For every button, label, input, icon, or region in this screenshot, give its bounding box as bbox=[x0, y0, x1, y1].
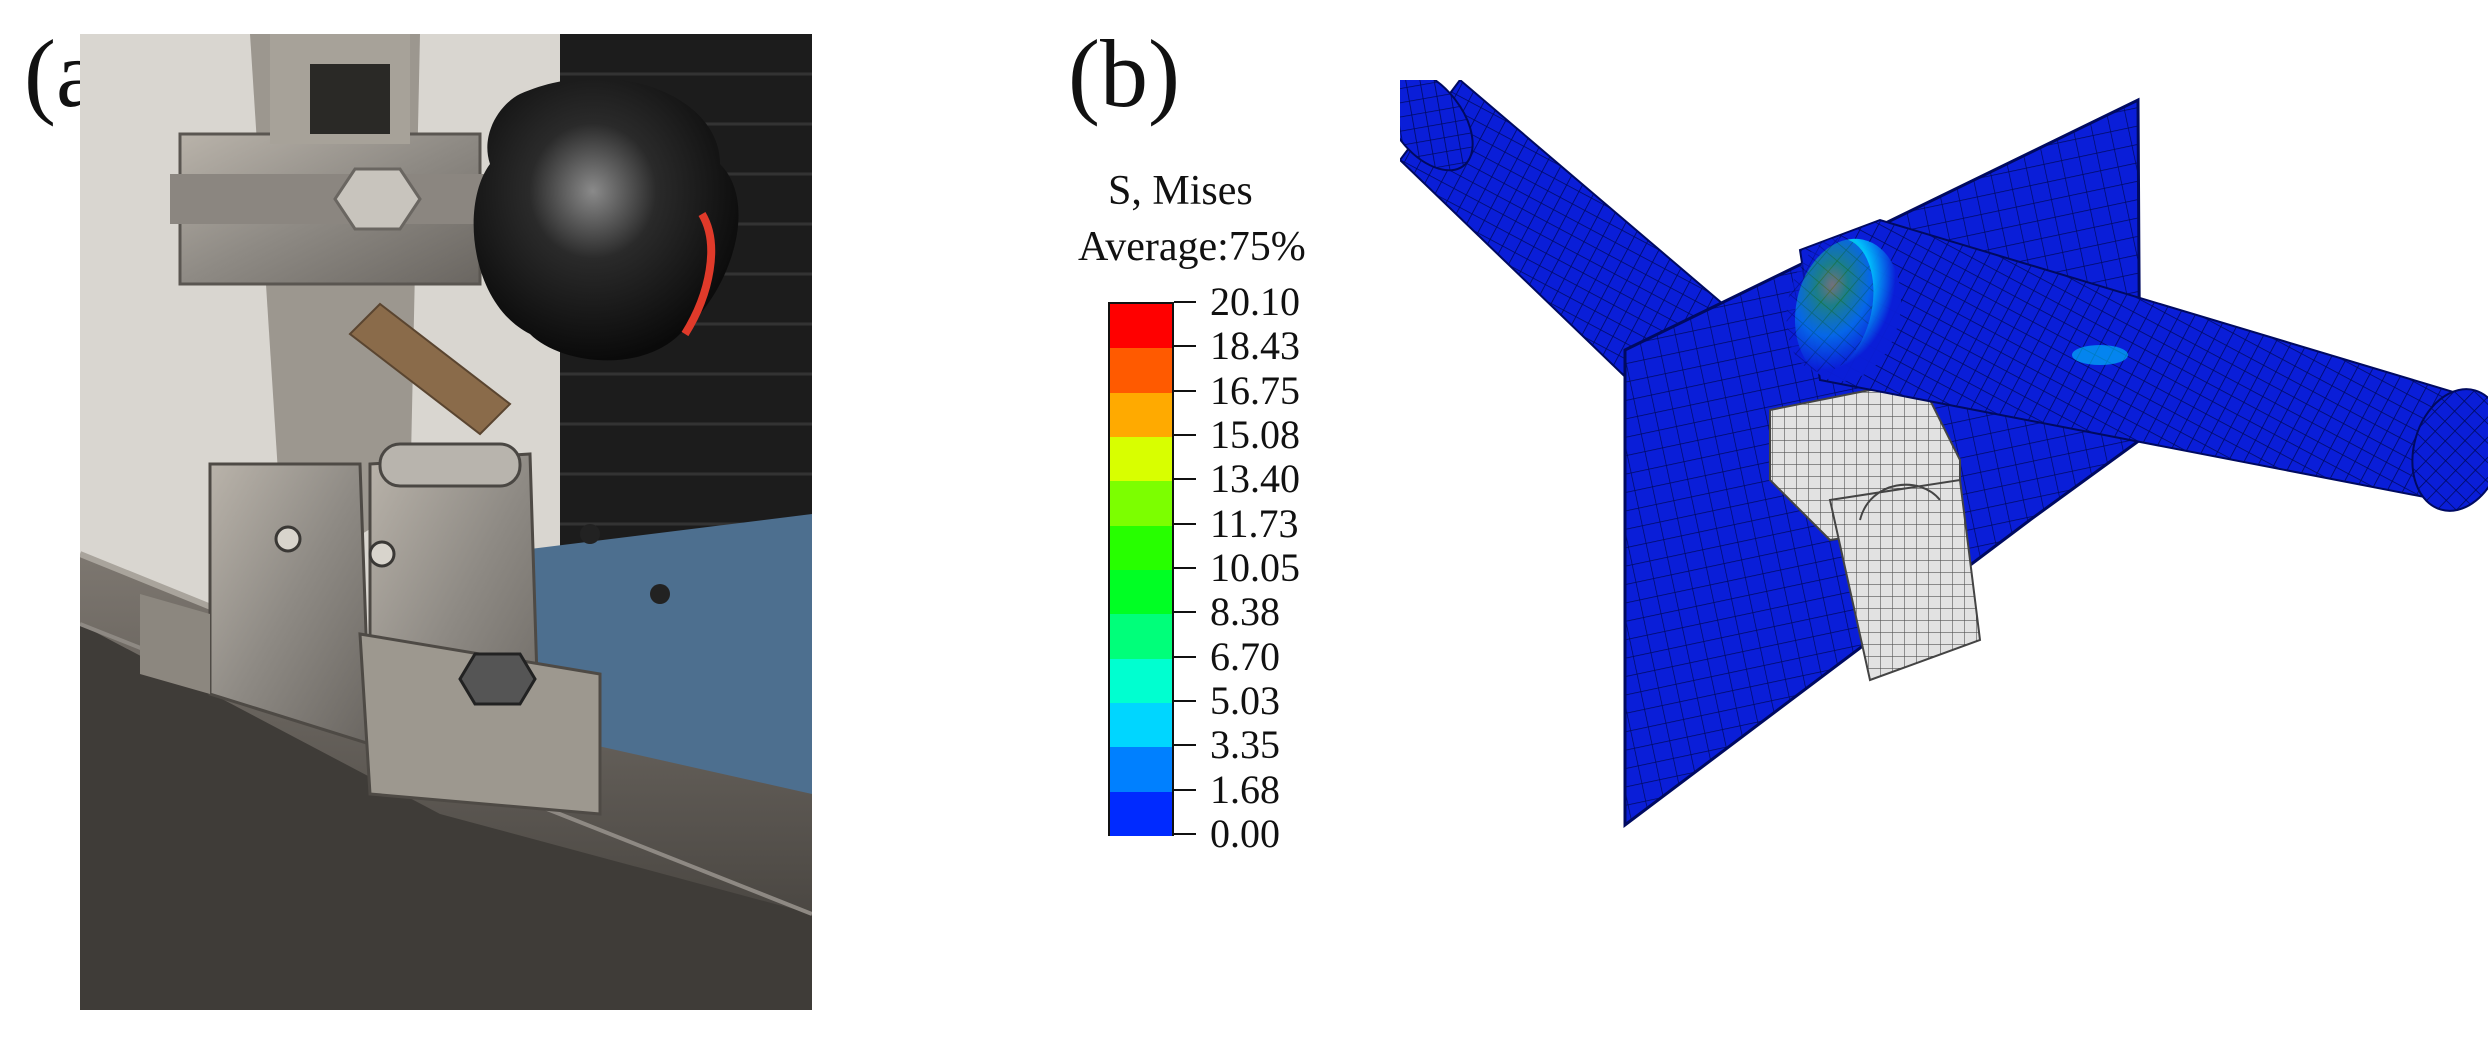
legend-value: 11.73 bbox=[1210, 500, 1299, 546]
legend-band bbox=[1110, 614, 1172, 659]
legend-value: 15.08 bbox=[1210, 412, 1300, 457]
legend-value: 10.05 bbox=[1210, 545, 1300, 590]
legend-subtitle: Average:75% bbox=[1078, 224, 1306, 270]
legend-value: 20.10 bbox=[1210, 279, 1300, 324]
legend-band bbox=[1110, 392, 1172, 437]
legend-tick bbox=[1174, 434, 1196, 436]
legend-value: 3.35 bbox=[1210, 722, 1280, 768]
legend-band bbox=[1110, 747, 1172, 792]
legend-band bbox=[1110, 348, 1172, 393]
legend-tick bbox=[1174, 389, 1196, 392]
legend-band bbox=[1110, 658, 1172, 703]
legend-tick bbox=[1174, 611, 1196, 614]
test-fixture-photo bbox=[80, 34, 812, 1010]
legend-color-bar bbox=[1108, 302, 1174, 836]
legend-value: 0.00 bbox=[1210, 811, 1280, 856]
legend-value: 18.43 bbox=[1210, 323, 1300, 369]
legend-band bbox=[1110, 436, 1172, 482]
legend-value: 6.70 bbox=[1210, 633, 1280, 679]
legend-value: 13.40 bbox=[1210, 456, 1300, 502]
fea-stress-model bbox=[1400, 80, 2488, 829]
legend-tick bbox=[1174, 345, 1196, 348]
legend-tick bbox=[1174, 744, 1196, 747]
legend-tick bbox=[1174, 522, 1196, 525]
panel-label-b: (b) bbox=[1068, 20, 1180, 127]
legend-value: 8.38 bbox=[1210, 589, 1280, 635]
legend-tick bbox=[1174, 478, 1196, 481]
legend-value: 5.03 bbox=[1210, 678, 1280, 723]
legend-band bbox=[1110, 791, 1172, 836]
legend-tick bbox=[1174, 301, 1196, 303]
legend-band bbox=[1110, 304, 1172, 349]
legend-value: 16.75 bbox=[1210, 367, 1300, 413]
legend-tick bbox=[1174, 833, 1196, 835]
legend-tick bbox=[1174, 567, 1196, 569]
legend-tick bbox=[1174, 655, 1196, 658]
legend-value: 1.68 bbox=[1210, 766, 1280, 812]
legend-band bbox=[1110, 702, 1172, 748]
legend-band bbox=[1110, 481, 1172, 526]
legend-band bbox=[1110, 569, 1172, 615]
legend-tick bbox=[1174, 700, 1196, 702]
legend-title: S, Mises bbox=[1108, 168, 1253, 214]
legend-band bbox=[1110, 525, 1172, 570]
legend-tick bbox=[1174, 788, 1196, 791]
